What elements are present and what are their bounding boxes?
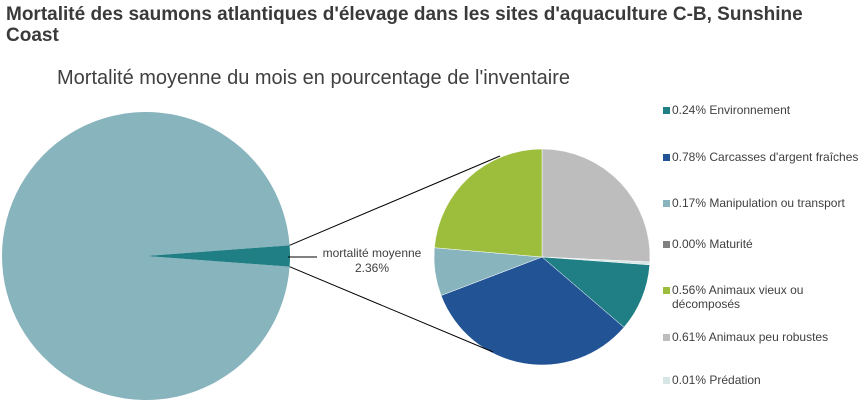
main-pie-slice-other (2, 111, 290, 400)
legend-item: 0.17% Manipulation ou transport (663, 196, 845, 210)
sub-pie-slice-6 (434, 148, 543, 258)
sub-pie-slice-0 (541, 148, 651, 263)
legend-swatch (663, 200, 670, 207)
legend-item: 0.01% Prédation (663, 373, 761, 387)
legend-swatch (663, 107, 670, 114)
legend-swatch (663, 377, 670, 384)
legend-item: 0.00% Maturité (663, 237, 753, 251)
legend-label: 0.78% Carcasses d'argent fraîches (672, 150, 859, 164)
legend-swatch (663, 241, 670, 248)
legend-label: 0.61% Animaux peu robustes (672, 330, 829, 344)
page-title: Mortalité des saumons atlantiques d'élev… (6, 4, 803, 46)
legend-label: 0.24% Environnement (672, 103, 791, 117)
legend-label: 0.01% Prédation (672, 373, 761, 387)
legend-label: 0.56% Animaux vieux ou décomposés (672, 283, 804, 311)
chart-title: Mortalité moyenne du mois en pourcentage… (57, 67, 571, 89)
connector-line-top (289, 155, 501, 246)
sub-pie-slice-3 (440, 256, 625, 366)
legend-item: 0.56% Animaux vieux ou décomposés (663, 283, 862, 311)
legend-item: 0.61% Animaux peu robustes (663, 330, 828, 344)
connector-line-bottom (289, 266, 494, 353)
legend-item: 0.78% Carcasses d'argent fraîches (663, 150, 858, 164)
data-label-value: 2.36% (355, 261, 389, 275)
legend-swatch (663, 334, 670, 341)
legend-swatch (663, 154, 670, 161)
legend-label: 0.00% Maturité (672, 237, 753, 251)
legend-swatch (663, 287, 670, 294)
main-pie-slice-mortality (146, 245, 290, 267)
legend-label: 0.17% Manipulation ou transport (672, 196, 845, 210)
data-label-name: mortalité moyenne (323, 246, 422, 260)
legend-item: 0.24% Environnement (663, 103, 790, 117)
